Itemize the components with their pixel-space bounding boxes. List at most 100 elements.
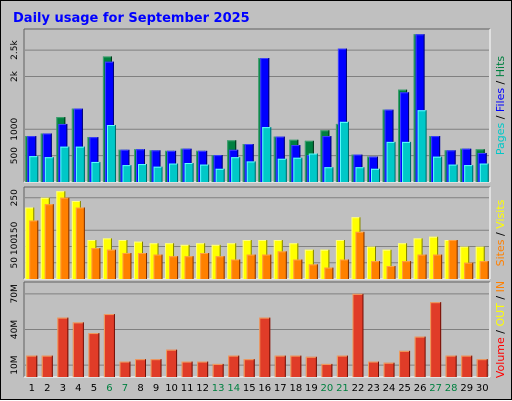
bar-pages-day-28 — [448, 164, 458, 182]
y-tick-label: 500 — [10, 147, 20, 164]
legend-volume: Volume / OUT / IN — [494, 281, 507, 378]
bar-sites-day-18 — [293, 259, 303, 279]
bar-pages-day-15 — [246, 161, 256, 182]
bar-volume-day-5 — [88, 333, 100, 377]
bar-sites-day-28 — [448, 239, 458, 279]
y-tick-label: 10M — [10, 356, 20, 375]
bar-sites-day-20 — [324, 267, 334, 279]
y-tick-label: 70M — [10, 284, 20, 303]
day-label: 16 — [258, 383, 271, 394]
day-label: 12 — [196, 383, 209, 394]
bar-pages-day-3 — [60, 146, 70, 182]
day-label: 30 — [476, 383, 489, 394]
bar-sites-day-16 — [262, 254, 272, 279]
day-label: 19 — [305, 383, 318, 394]
plot-area — [24, 29, 490, 182]
bar-sites-day-10 — [169, 256, 179, 279]
day-label: 15 — [243, 383, 256, 394]
day-label: 24 — [383, 383, 396, 394]
legend-entry: Sites — [494, 239, 507, 266]
bar-pages-day-8 — [138, 164, 147, 182]
bar-pages-day-21 — [339, 121, 349, 182]
bar-pages-day-4 — [75, 146, 85, 182]
bar-sites-day-27 — [433, 254, 443, 279]
legend-entry: IN — [494, 281, 507, 292]
bar-pages-day-16 — [262, 127, 272, 182]
bar-sites-day-7 — [122, 252, 132, 279]
bar-sites-day-15 — [246, 254, 256, 279]
bar-sites-day-29 — [464, 262, 474, 279]
bar-sites-day-14 — [231, 259, 241, 279]
panel-volume: 70M 40M 10M Volume / OUT / IN — [10, 281, 507, 378]
y-tick-label: 40M — [10, 320, 20, 339]
bar-pages-day-27 — [433, 156, 443, 182]
bar-sites-day-21 — [339, 259, 349, 279]
legend-entry: Hits — [494, 56, 507, 78]
bar-pages-day-2 — [44, 157, 54, 182]
day-label: 28 — [445, 383, 458, 394]
bar-pages-day-12 — [200, 164, 210, 182]
bar-volume-day-9 — [150, 359, 162, 377]
bar-pages-day-11 — [184, 163, 194, 182]
bar-pages-day-5 — [91, 161, 101, 182]
bar-sites-day-1 — [29, 220, 39, 279]
bar-sites-day-25 — [402, 261, 412, 279]
bar-sites-day-24 — [386, 265, 396, 279]
day-label: 10 — [165, 383, 178, 394]
bar-sites-day-22 — [355, 231, 365, 279]
bar-sites-day-4 — [75, 207, 85, 279]
bar-volume-day-4 — [72, 322, 84, 377]
bar-pages-day-14 — [231, 157, 241, 182]
bar-sites-day-23 — [371, 261, 380, 279]
bar-sites-day-19 — [308, 264, 318, 279]
bar-volume-day-30 — [476, 359, 488, 377]
day-label: 1 — [29, 383, 35, 394]
legend-entry: / — [494, 327, 507, 338]
bar-volume-day-23 — [368, 361, 379, 377]
bar-pages-day-25 — [402, 141, 412, 182]
bar-pages-day-19 — [308, 153, 318, 182]
bar-volume-day-12 — [197, 361, 209, 377]
bar-volume-day-16 — [259, 317, 271, 377]
bar-pages-day-17 — [277, 158, 287, 182]
bar-pages-day-30 — [479, 163, 489, 182]
day-label: 4 — [75, 383, 81, 394]
bar-pages-day-29 — [464, 165, 474, 182]
bar-sites-day-11 — [184, 256, 194, 279]
bar-sites-day-13 — [215, 256, 225, 279]
chart-title: Daily usage for September 2025 — [13, 11, 250, 26]
day-label: 22 — [352, 383, 365, 394]
day-label: 9 — [153, 383, 159, 394]
day-labels: 1 2 3 4 5 6 7 8 9 10 11 12 13 14 15 16 17 18 19 20 21 22 23 24 2… — [29, 383, 489, 394]
bar-sites-day-8 — [138, 252, 147, 279]
day-label: 21 — [336, 383, 349, 394]
bar-volume-day-15 — [243, 359, 255, 377]
bar-pages-day-1 — [29, 156, 39, 182]
day-label: 13 — [212, 383, 225, 394]
y-tick-label: 250 — [10, 189, 20, 206]
legend-entry: / — [494, 292, 507, 303]
bar-volume-day-25 — [399, 350, 411, 377]
y-tick-label: 100 — [10, 238, 20, 255]
bar-volume-day-20 — [321, 363, 333, 377]
day-label: 18 — [289, 383, 302, 394]
bar-pages-day-13 — [215, 168, 225, 182]
y-tick-label: 150 — [10, 221, 20, 238]
bar-volume-day-7 — [119, 361, 131, 377]
bar-sites-day-2 — [44, 204, 54, 279]
legend-entry: / — [494, 77, 507, 88]
bar-pages-day-22 — [355, 167, 365, 182]
legend-entry: / — [494, 229, 507, 240]
bar-pages-day-10 — [169, 163, 179, 182]
day-label: 23 — [367, 383, 380, 394]
plot-area — [24, 187, 490, 279]
bar-volume-day-19 — [305, 356, 317, 377]
bar-files-day-13 — [213, 155, 223, 182]
bar-pages-day-9 — [153, 166, 163, 182]
day-label: 2 — [44, 383, 50, 394]
day-label: 7 — [122, 383, 128, 394]
day-label: 8 — [137, 383, 143, 394]
bar-pages-day-23 — [371, 168, 380, 182]
day-label: 14 — [227, 383, 240, 394]
y-tick-label: 50 — [10, 257, 20, 269]
